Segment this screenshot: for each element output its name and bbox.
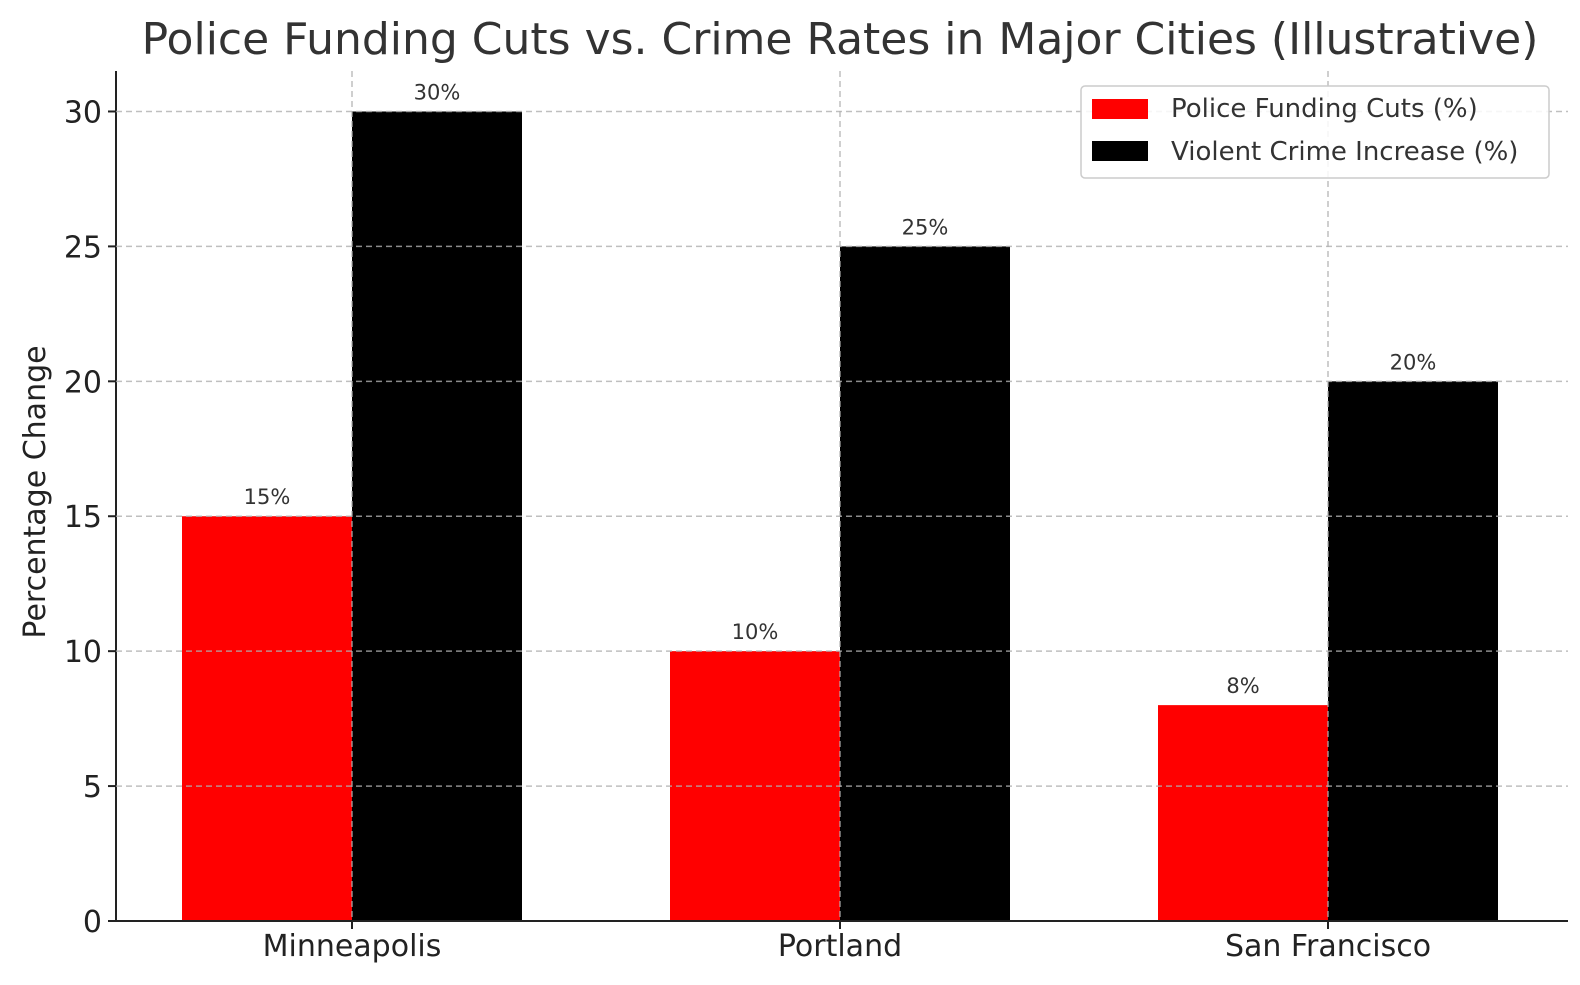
data-label-crime-increase-minneapolis: 30%: [414, 80, 461, 104]
axis-ticks: 0 5 10 15 20 25 30 Minneapolis Portland San Franc…: [64, 95, 1431, 964]
data-label-funding-cuts-portland: 10%: [732, 620, 779, 644]
y-tick-label-15: 15: [64, 500, 102, 535]
data-label-funding-cuts-san-francisco: 8%: [1226, 674, 1259, 698]
legend-frame: [1080, 85, 1550, 179]
legend-swatch-funding-cuts: [1092, 99, 1148, 119]
bars: [182, 111, 1498, 921]
y-tick-label-10: 10: [64, 635, 102, 670]
data-label-crime-increase-san-francisco: 20%: [1390, 350, 1437, 374]
bar-crime-increase-portland: [840, 246, 1010, 921]
x-tick-label-portland: Portland: [778, 929, 902, 964]
data-label-funding-cuts-minneapolis: 15%: [244, 485, 291, 509]
bar-crime-increase-san-francisco: [1328, 381, 1498, 921]
y-axis-label: Percentage Change: [18, 345, 53, 638]
y-tick-label-0: 0: [83, 905, 102, 940]
bar-funding-cuts-minneapolis: [182, 516, 352, 921]
x-tick-label-san-francisco: San Francisco: [1225, 929, 1431, 964]
grid-lines: [116, 71, 1568, 921]
chart-title: Police Funding Cuts vs. Crime Rates in M…: [142, 14, 1539, 65]
y-tick-label-20: 20: [64, 365, 102, 400]
bar-funding-cuts-san-francisco: [1158, 705, 1328, 921]
data-label-crime-increase-portland: 25%: [902, 215, 949, 239]
legend: Police Funding Cuts (%) Violent Crime In…: [1080, 85, 1550, 179]
y-tick-label-25: 25: [64, 230, 102, 265]
data-labels: 15% 30% 10% 25% 8% 20%: [244, 80, 1437, 698]
axes: [115, 71, 1568, 922]
bar-funding-cuts-portland: [670, 651, 840, 921]
legend-label-crime-increase: Violent Crime Increase (%): [1171, 137, 1518, 167]
y-tick-label-5: 5: [83, 770, 102, 805]
legend-swatch-crime-increase: [1092, 141, 1148, 161]
y-tick-label-30: 30: [64, 95, 102, 130]
x-tick-label-minneapolis: Minneapolis: [263, 929, 442, 964]
legend-label-funding-cuts: Police Funding Cuts (%): [1171, 94, 1478, 124]
